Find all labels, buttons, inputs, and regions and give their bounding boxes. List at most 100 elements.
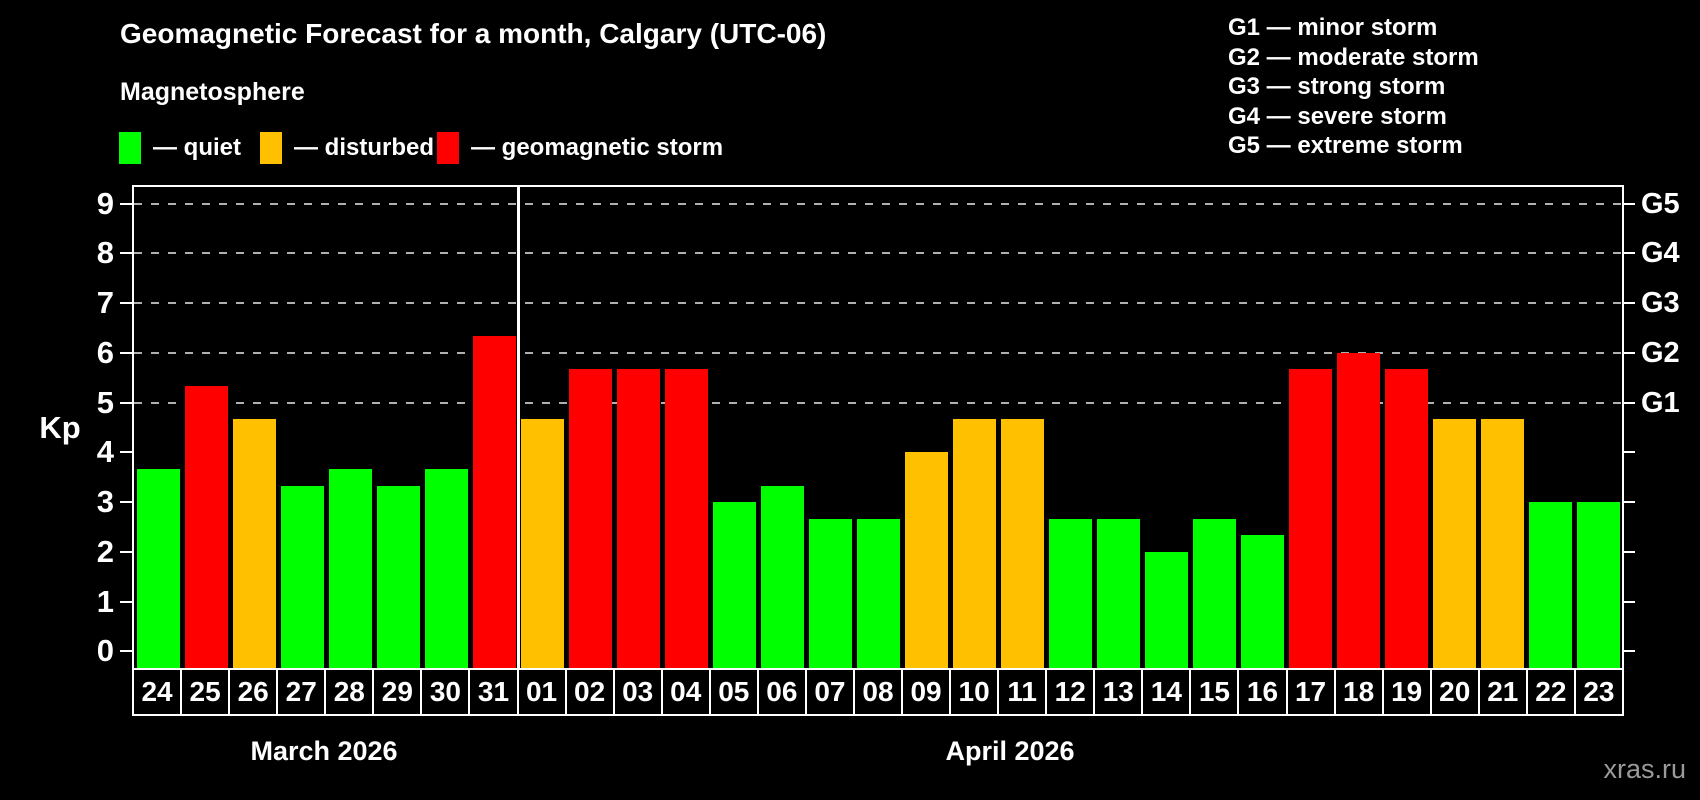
legend-swatch-storm-icon: [437, 131, 459, 164]
day-cell-25: 25: [180, 670, 229, 714]
kp-bar-day-01: [520, 419, 564, 668]
kp-bar-day-18: [1336, 352, 1380, 668]
day-cell-31: 31: [468, 670, 517, 714]
day-cell-24: 24: [134, 670, 181, 714]
y-tick-label-7: 7: [96, 285, 114, 321]
right-tick-kp0: [1624, 650, 1635, 653]
left-tick-kp6: [120, 351, 132, 354]
legend-swatch-disturbed-icon: [260, 131, 282, 164]
kp-bar-day-13: [1096, 518, 1140, 668]
left-tick-kp3: [120, 501, 132, 504]
plot-inner: [134, 187, 1622, 668]
day-cell-18: 18: [1333, 670, 1382, 714]
legend-label-storm: — geomagnetic storm: [471, 134, 724, 161]
day-cell-26: 26: [228, 670, 277, 714]
month-separator-line: [516, 187, 520, 668]
day-cell-05: 05: [708, 670, 757, 714]
kp-bar-day-26: [232, 419, 276, 668]
day-cell-10: 10: [949, 670, 998, 714]
y-tick-label-1: 1: [96, 583, 114, 619]
kp-bar-day-02: [568, 369, 612, 668]
kp-bar-day-21: [1480, 419, 1524, 668]
left-tick-kp2: [120, 550, 132, 553]
month-label-march: March 2026: [250, 736, 398, 766]
y-tick-label-4: 4: [96, 434, 114, 470]
legend-item-disturbed: — disturbed: [260, 131, 434, 164]
g-legend-line-5: G5 — extreme storm: [1228, 132, 1463, 159]
day-cell-16: 16: [1237, 670, 1286, 714]
left-tick-kp1: [120, 600, 132, 603]
left-tick-kp9: [120, 202, 132, 205]
gridline-kp9: [134, 202, 1622, 205]
g-scale-legend: G1 — minor storm G2 — moderate storm G3 — …: [1228, 13, 1479, 161]
day-cell-19: 19: [1381, 670, 1430, 714]
day-cell-13: 13: [1093, 670, 1142, 714]
right-tick-kp1: [1624, 600, 1635, 603]
kp-bar-day-07: [808, 518, 852, 668]
left-tick-kp5: [120, 401, 132, 404]
legend-label-disturbed: — disturbed: [294, 134, 435, 161]
kp-bar-day-28: [328, 468, 372, 668]
left-tick-kp0: [120, 650, 132, 653]
kp-bar-day-20: [1432, 419, 1476, 668]
kp-bar-day-06: [760, 485, 804, 668]
y-tick-label-5: 5: [96, 384, 114, 420]
g-legend-line-4: G4 — severe storm: [1228, 102, 1447, 130]
g-axis-label-g1: G1: [1641, 386, 1680, 419]
day-cell-01: 01: [516, 670, 565, 714]
day-cell-30: 30: [420, 670, 469, 714]
g-axis-label-g4: G4: [1641, 237, 1680, 270]
kp-bar-day-08: [856, 518, 900, 668]
day-cell-22: 22: [1525, 670, 1574, 714]
plot-area: [132, 185, 1624, 668]
kp-bar-day-19: [1384, 369, 1428, 668]
page-title: Geomagnetic Forecast for a month, Calgar…: [120, 18, 827, 49]
g-axis-label-g2: G2: [1641, 336, 1680, 369]
right-tick-kp4: [1624, 451, 1635, 454]
y-axis-label: Kp: [39, 410, 81, 445]
left-tick-kp8: [120, 252, 132, 255]
day-cell-23: 23: [1573, 670, 1622, 714]
day-cell-21: 21: [1477, 670, 1526, 714]
day-cell-06: 06: [756, 670, 805, 714]
g-legend-line-3: G3 — strong storm: [1228, 73, 1446, 100]
y-tick-label-6: 6: [96, 334, 114, 370]
y-tick-label-3: 3: [96, 484, 114, 520]
day-cell-09: 09: [901, 670, 950, 714]
day-cell-12: 12: [1045, 670, 1094, 714]
day-cell-17: 17: [1285, 670, 1334, 714]
y-tick-label-9: 9: [96, 185, 114, 221]
magnetosphere-label: Magnetosphere: [120, 78, 305, 106]
day-cell-11: 11: [997, 670, 1046, 714]
y-tick-label-8: 8: [96, 235, 114, 271]
kp-bar-day-14: [1144, 551, 1188, 668]
kp-bar-day-16: [1240, 535, 1284, 668]
kp-bar-day-27: [280, 485, 324, 668]
kp-bar-day-11: [1000, 419, 1044, 668]
kp-bar-day-22: [1528, 502, 1572, 668]
kp-bar-day-05: [712, 502, 756, 668]
day-cell-29: 29: [372, 670, 421, 714]
day-cell-28: 28: [324, 670, 373, 714]
y-tick-label-2: 2: [96, 533, 114, 569]
legend-swatch-quiet-icon: [119, 131, 141, 164]
kp-bar-day-24: [136, 468, 180, 668]
legend-item-quiet: — quiet: [119, 131, 241, 164]
kp-bar-day-12: [1048, 518, 1092, 668]
kp-bar-day-23: [1576, 502, 1620, 668]
day-cell-07: 07: [804, 670, 853, 714]
right-tick-kp9: [1624, 202, 1635, 205]
right-tick-kp8: [1624, 252, 1635, 255]
gridline-kp5: [134, 401, 1622, 404]
day-cell-08: 08: [852, 670, 901, 714]
kp-bar-day-29: [376, 485, 420, 668]
watermark: xras.ru: [1603, 754, 1686, 784]
gridline-kp8: [134, 252, 1622, 255]
right-tick-kp3: [1624, 501, 1635, 504]
day-cell-15: 15: [1189, 670, 1238, 714]
right-tick-kp7: [1624, 302, 1635, 305]
kp-bar-day-17: [1288, 369, 1332, 668]
legend-item-storm: — geomagnetic storm: [437, 131, 723, 164]
g-legend-line-1: G1 — minor storm: [1228, 14, 1438, 41]
right-tick-kp2: [1624, 550, 1635, 553]
